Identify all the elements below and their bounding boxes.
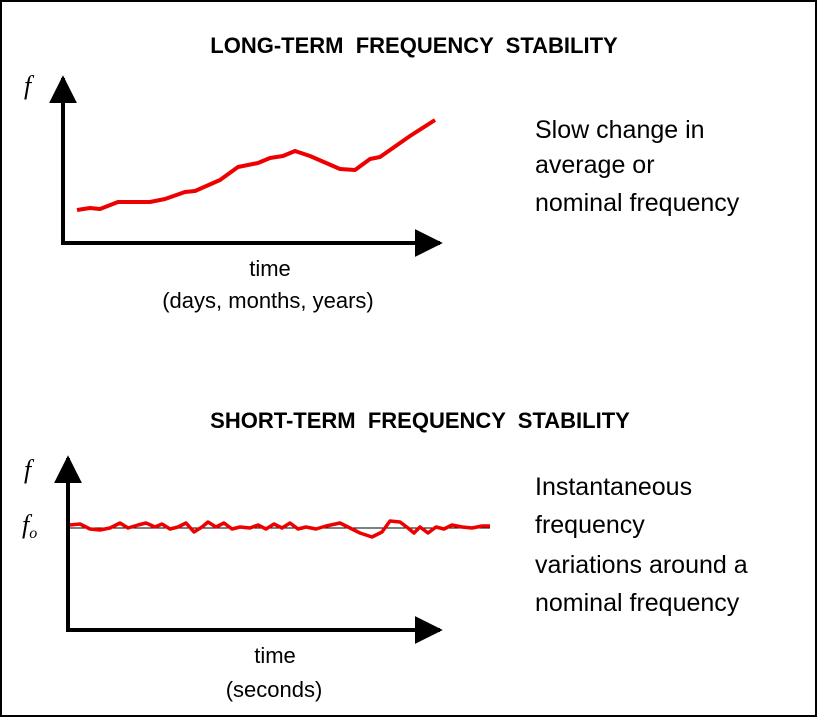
nominal-label: fo — [22, 510, 37, 542]
panel-title: LONG-TERM FREQUENCY STABILITY — [210, 33, 618, 58]
description-line: Instantaneous — [535, 473, 692, 501]
x-axis-sublabel: (days, months, years) — [162, 288, 374, 313]
frequency-curve — [76, 118, 437, 212]
y-axis-label: f — [24, 455, 35, 484]
description-line: average or — [535, 151, 655, 179]
y-axis-label: f — [24, 71, 35, 100]
nominal-base: f — [22, 510, 33, 539]
description-line: variations around a — [535, 551, 748, 579]
description-line: frequency — [535, 511, 645, 539]
panel-title: SHORT-TERM FREQUENCY STABILITY — [210, 408, 630, 433]
description-line: nominal frequency — [535, 589, 740, 617]
x-axis-label: time — [249, 256, 291, 281]
description-line: nominal frequency — [535, 189, 740, 217]
frequency-curve — [69, 519, 490, 539]
x-axis-sublabel: (seconds) — [226, 677, 323, 702]
description-line: Slow change in — [535, 116, 705, 144]
x-axis-label: time — [254, 643, 296, 668]
nominal-subscript: o — [29, 525, 37, 542]
